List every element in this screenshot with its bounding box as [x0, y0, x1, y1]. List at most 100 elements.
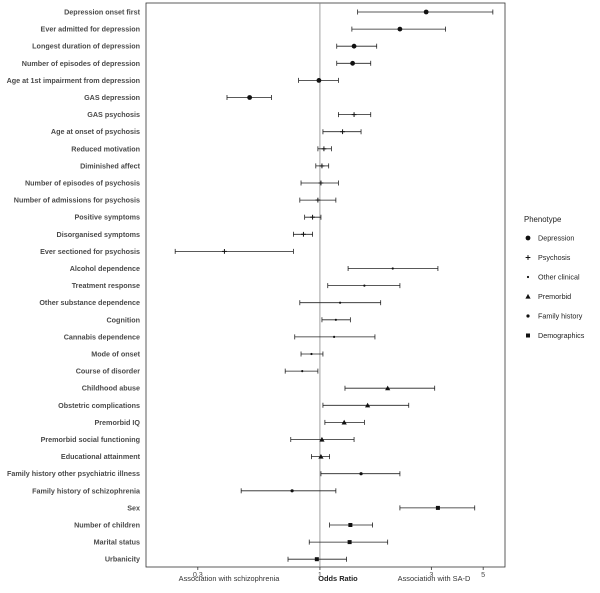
row-label: Age at 1st impairment from depression	[7, 76, 140, 85]
ci-row-26	[311, 454, 331, 460]
legend-label: Family history	[538, 312, 583, 321]
row-label: Course of disorder	[76, 367, 141, 376]
legend-key-1	[525, 255, 531, 260]
row-label: Age at onset of psychosis	[51, 127, 140, 136]
row-label: Cognition	[106, 315, 140, 324]
ci-row-30	[329, 522, 373, 528]
row-label: Diminished affect	[80, 161, 141, 170]
legend-title: Phenotype	[524, 215, 561, 224]
point-marker	[222, 249, 227, 254]
ci-row-8	[317, 146, 332, 152]
ci-row-18	[321, 317, 351, 323]
row-labels: Depression onset first Ever admitted for …	[7, 8, 141, 564]
row-label: Premorbid social functioning	[41, 435, 140, 444]
plot-area	[145, 2, 506, 568]
row-label: Family history of schizophrenia	[32, 486, 141, 495]
x-tick-label: 5	[481, 570, 485, 579]
row-label: Urbanicity	[105, 555, 140, 564]
point-marker	[359, 472, 363, 476]
ci-row-15	[347, 266, 439, 271]
ci-row-9	[315, 163, 330, 169]
legend-key-0	[525, 235, 531, 241]
xlabel-right: Association with SA-D	[398, 574, 471, 583]
row-label: Number of episodes of psychosis	[25, 179, 140, 188]
point-marker	[351, 112, 357, 117]
point-marker	[247, 95, 253, 100]
ci-row-25	[290, 436, 355, 442]
legend-key-3	[525, 293, 531, 299]
point-marker	[315, 197, 321, 203]
point-marker	[351, 43, 357, 49]
ci-row-11	[299, 197, 337, 203]
x-tick-label: 1	[318, 570, 322, 579]
legend-label: Demographics	[538, 331, 585, 340]
legend-key-2	[526, 275, 530, 279]
ci-row-22	[344, 385, 436, 391]
row-label: Other substance dependence	[39, 298, 140, 307]
row-label: GAS psychosis	[87, 110, 140, 119]
ci-row-5	[226, 95, 272, 100]
point-marker	[301, 231, 306, 237]
x-tick-label: 3	[429, 570, 433, 579]
row-label: Reduced motivation	[71, 144, 140, 153]
ci-row-13	[293, 231, 313, 237]
xlabel-center: Odds Ratio	[318, 574, 358, 583]
row-label: Ever sectioned for psychosis	[40, 247, 140, 256]
row-label: Positive symptoms	[74, 213, 140, 222]
point-marker	[385, 385, 391, 391]
point-marker	[423, 9, 429, 15]
ci-row-23	[322, 402, 410, 408]
legend-label: Psychosis	[538, 253, 571, 262]
row-label: Mode of onset	[91, 350, 140, 359]
ci-row-12	[304, 214, 322, 220]
legend-key-4	[526, 314, 530, 318]
row-label: Alcohol dependence	[70, 264, 140, 273]
ci-row-6	[338, 112, 372, 118]
point-marker	[301, 370, 304, 373]
point-marker	[435, 505, 440, 510]
row-label: Depression onset first	[64, 8, 140, 17]
legend-label: Premorbid	[538, 292, 571, 301]
point-marker	[310, 214, 315, 220]
point-marker	[314, 557, 319, 562]
ci-row-1	[351, 26, 446, 32]
point-marker	[321, 146, 327, 152]
row-label: Marital status	[94, 538, 140, 547]
point-marker	[333, 335, 336, 338]
ci-row-3	[336, 60, 372, 66]
legend: Phenotype Depression Psychosis Other clini…	[524, 215, 585, 340]
row-label: Number of children	[74, 521, 140, 530]
legend-key-5	[526, 333, 530, 338]
point-marker	[397, 26, 403, 32]
point-marker	[316, 78, 322, 83]
legend-label: Depression	[538, 234, 574, 243]
ci-row-17	[299, 300, 382, 306]
row-label: Treatment response	[72, 281, 140, 290]
ci-row-28	[240, 488, 337, 494]
ci-row-29	[399, 505, 476, 511]
row-label: Sex	[127, 503, 140, 512]
point-marker	[319, 163, 325, 169]
point-marker	[290, 489, 294, 493]
x-axis: Association with schizophrenia Odds Rati…	[179, 567, 485, 583]
ci-row-0	[357, 9, 494, 15]
ci-row-2	[336, 43, 378, 49]
point-marker	[318, 454, 324, 459]
ci-row-32	[287, 556, 347, 562]
ci-row-19	[294, 334, 376, 340]
row-label: Cannabis dependence	[64, 332, 140, 341]
ci-row-20	[300, 351, 324, 357]
panel-border	[145, 2, 506, 568]
point-marker	[391, 267, 394, 270]
row-label: Childhood abuse	[82, 384, 140, 393]
ci-row-4	[298, 77, 339, 83]
ci-row-16	[327, 283, 401, 289]
point-marker	[341, 419, 347, 425]
row-label: GAS depression	[84, 93, 140, 102]
row-label: Ever admitted for depression	[41, 25, 140, 34]
point-marker	[310, 352, 313, 356]
point-marker	[339, 301, 342, 304]
ci-row-7	[322, 129, 362, 135]
